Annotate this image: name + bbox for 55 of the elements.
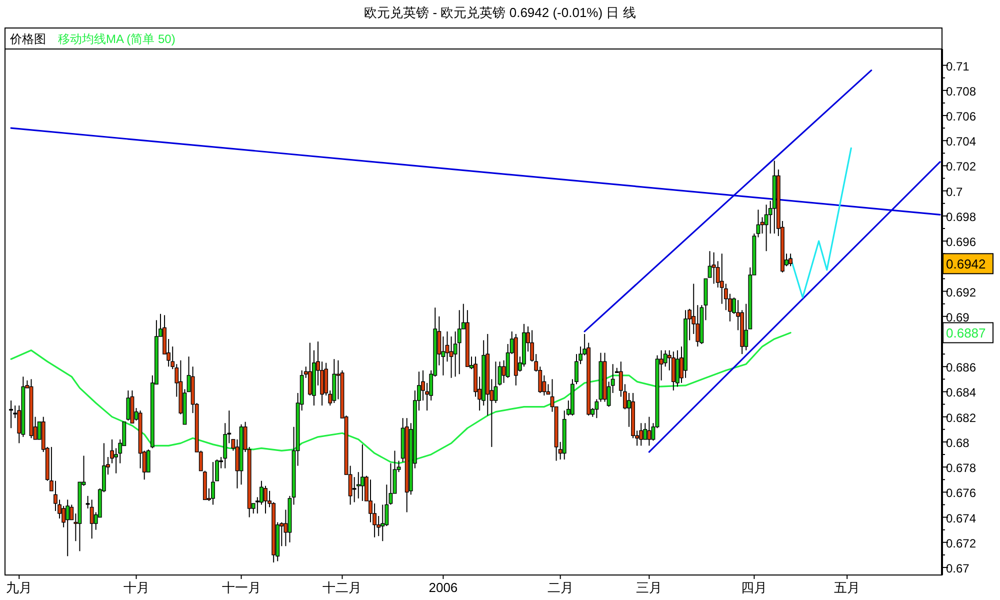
y-tick-label: 0.708 [946,84,976,98]
y-tick-label: 0.696 [946,235,976,250]
candlestick [788,253,792,267]
y-tick-label: 0.702 [946,160,976,174]
y-tick-label: 0.706 [946,110,976,124]
candlestick [360,444,364,502]
candlestick [712,252,716,284]
x-tick-label: 三月 [636,580,662,595]
candlestick [449,336,454,378]
x-tick-label: 十二月 [322,580,362,595]
x-tick-label: 十一月 [222,580,261,595]
y-tick-label: 0.676 [946,486,976,500]
text: 价格图 [9,32,46,46]
y-tick-label: 0.67 [946,561,970,576]
candlestick [671,351,676,391]
x-tick-label: 九月 [6,580,32,595]
candlestick [66,499,70,557]
y-tick-label: 0.698 [946,210,976,224]
line-series [10,332,792,464]
y-tick-label: 0.692 [946,285,976,300]
y-tick-label: 0.684 [946,386,976,400]
candlestick [639,422,644,446]
x-tick-label: 二月 [547,580,574,595]
y-tick-label: 0.7 [946,184,964,199]
chart-title: 欧元兑英镑 - 欧元兑英镑 0.6942 (-0.01%) 日 线 [364,5,636,20]
candlestick [647,416,652,446]
text: 0.6887 [946,326,986,341]
y-tick-label: 0.674 [946,511,976,526]
line-series [790,147,852,298]
candlestick [388,462,393,506]
candlestick [308,342,312,396]
y-tick-label: 0.71 [946,59,970,74]
x-tick-label: 2006 [428,580,458,595]
candlestick [764,204,768,252]
y-tick-label: 0.704 [946,134,976,149]
candlestick [457,310,462,375]
candlestick [9,400,14,429]
text: 移动均线MA (简单 50) [58,32,176,46]
y-tick-label: 0.686 [946,360,976,375]
candlestick [126,390,130,422]
x-tick-label: 四月 [741,580,768,595]
y-tick-label: 0.682 [946,410,976,425]
y-tick-label: 0.69 [946,310,970,324]
candlestick [708,250,712,278]
text: 0.6942 [946,256,986,272]
y-tick-label: 0.68 [946,436,970,450]
candlestick [494,361,498,404]
x-tick-label: 五月 [834,580,860,595]
candlestick [90,499,94,540]
y-tick-label: 0.672 [946,536,976,550]
candlestick [676,350,680,388]
x-tick-label: 十月 [123,580,150,595]
candlestick [264,485,268,514]
y-tick-label: 0.678 [946,461,976,476]
candlestick [211,462,215,506]
